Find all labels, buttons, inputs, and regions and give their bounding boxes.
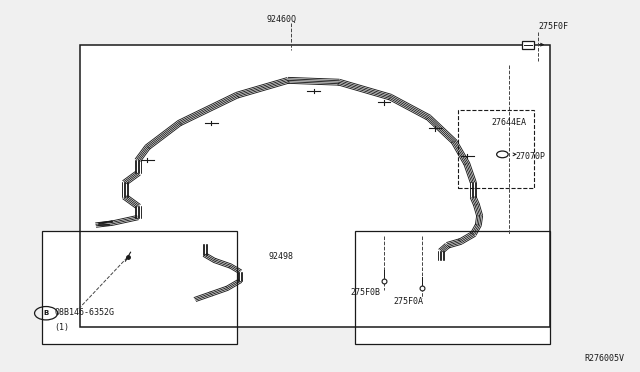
Text: 92460Q: 92460Q [267,15,296,24]
Text: 27644EA: 27644EA [492,118,527,127]
Bar [522,41,534,49]
Bar [80,45,550,327]
Text: 275F0A: 275F0A [394,297,424,306]
Text: 92498: 92498 [269,252,294,261]
Text: (1): (1) [54,323,69,332]
Bar [355,231,550,344]
Bar [458,110,534,188]
Text: 08B146-6352G: 08B146-6352G [54,308,115,317]
Bar [80,45,550,327]
Text: 275F0F: 275F0F [539,22,569,31]
Text: R276005V: R276005V [584,354,624,363]
Bar [42,231,237,344]
Bar [42,231,237,344]
Text: 27070P: 27070P [515,152,545,161]
Text: 275F0B: 275F0B [351,288,381,296]
Bar [355,231,550,344]
Text: B: B [44,310,49,316]
